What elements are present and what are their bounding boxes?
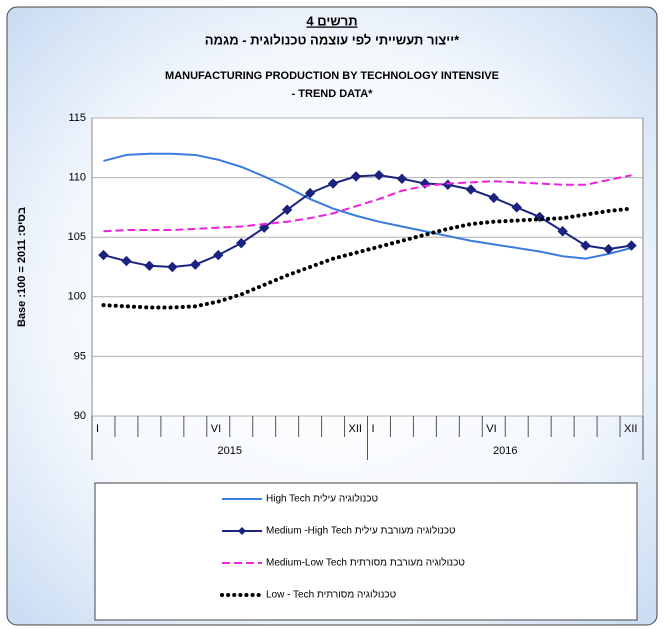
- x-tick-label: VI: [486, 423, 496, 435]
- series-marker: [396, 173, 408, 184]
- series-marker: [580, 240, 591, 251]
- legend: [94, 482, 638, 621]
- series-marker: [511, 202, 522, 213]
- chart-title: תרשים 4: [306, 13, 357, 28]
- series-marker: [98, 249, 109, 261]
- plot-area: [91, 117, 644, 417]
- chart-title-en: - TREND DATA*: [292, 88, 374, 100]
- y-tick-label: 115: [68, 112, 86, 124]
- x-tick-label: I: [96, 423, 99, 435]
- series-marker: [121, 255, 132, 267]
- series-line: [103, 174, 632, 233]
- y-tick-label: 90: [74, 410, 86, 422]
- x-tick-label: I: [372, 423, 375, 435]
- series-marker: [190, 259, 201, 270]
- series-marker: [236, 237, 247, 249]
- x-tick-label: XII: [349, 423, 362, 435]
- series-marker: [167, 261, 178, 273]
- series-line: [101, 206, 634, 310]
- legend-label: Low - Tech טכנולוגיה מסורתית: [266, 589, 396, 601]
- legend-marker: [238, 527, 246, 535]
- series-marker: [281, 204, 293, 215]
- series-marker: [557, 226, 568, 237]
- legend-label: Medium-Low Tech טכנולוגיה מעורבת מסורתית: [266, 557, 465, 569]
- series-marker: [373, 170, 385, 181]
- legend-label: High Tech טכנולוגיה עילית: [266, 493, 378, 505]
- series-marker: [258, 222, 270, 233]
- series-marker: [144, 260, 155, 272]
- series-marker: [488, 192, 499, 204]
- y-tick-label: 95: [74, 350, 86, 362]
- series-marker: [327, 178, 339, 189]
- series-marker: [213, 249, 224, 261]
- chart-subtitle: ייצור תעשייתי לפי עוצמה טכנולוגית - מגמה…: [205, 32, 460, 47]
- x-tick-label: XII: [624, 423, 637, 435]
- series-marker: [465, 184, 477, 195]
- y-tick-label: 110: [68, 172, 86, 184]
- x-group-label: 2016: [493, 445, 517, 457]
- series-marker: [626, 240, 637, 251]
- y-axis-label: Base :100 = 2011 :בסיס: [16, 207, 28, 327]
- x-tick-label: VI: [211, 423, 221, 435]
- series-marker: [304, 187, 316, 199]
- legend-label: Medium -High Tech טכנולוגיה מעורבת עילית: [266, 525, 456, 537]
- y-tick-label: 100: [68, 291, 86, 303]
- chart-title-en: MANUFACTURING PRODUCTION BY TECHNOLOGY I…: [165, 70, 499, 82]
- series-line: [103, 152, 632, 260]
- series-marker: [603, 243, 614, 255]
- series-marker: [350, 171, 362, 182]
- x-group-label: 2015: [218, 445, 242, 457]
- y-tick-label: 105: [68, 231, 86, 243]
